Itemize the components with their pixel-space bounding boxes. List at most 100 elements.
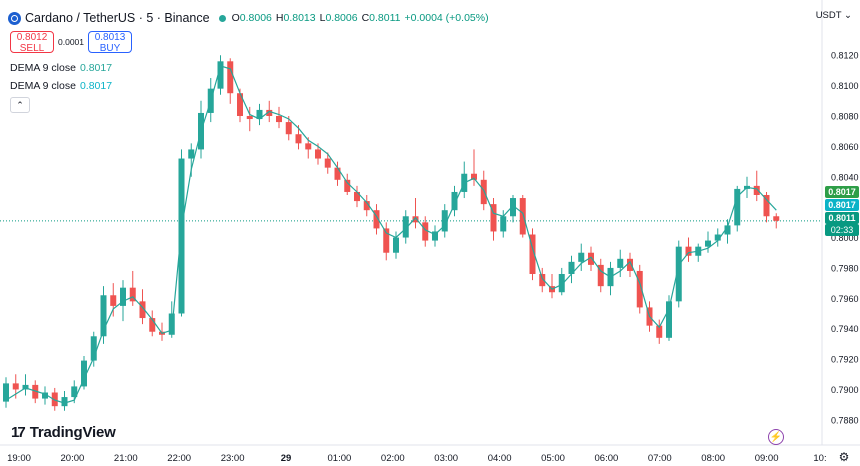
time-tick-label: 01:00: [328, 453, 352, 464]
indicator-legend-dema-1[interactable]: DEMA 9 close 0.8017: [10, 62, 112, 74]
candle-body: [100, 295, 107, 337]
time-tick-label: 06:00: [595, 453, 619, 464]
candle-body: [90, 336, 97, 361]
candle-body: [246, 116, 253, 120]
candle-body: [412, 216, 419, 223]
chevron-down-icon: ⌄: [844, 10, 852, 21]
ohlc-open: O0.8006: [231, 12, 272, 24]
candle-body: [315, 149, 321, 159]
time-tick-label: 21:00: [114, 453, 138, 464]
time-tick-label: 02:00: [381, 453, 405, 464]
candle-body: [81, 360, 87, 387]
candle-body: [422, 222, 429, 241]
candle-body: [432, 231, 438, 241]
price-tick-label: 0.7880: [831, 415, 859, 425]
time-tick-label: 22:00: [167, 453, 191, 464]
candle-body: [149, 318, 156, 332]
time-tick-label: 23:00: [221, 453, 245, 464]
price-tick-label: 0.7940: [831, 324, 859, 334]
symbol-header: Cardano / TetherUS · 5 · Binance O0.8006…: [8, 10, 493, 26]
time-tick-label: 19:00: [7, 453, 31, 464]
collapse-legend-button[interactable]: ⌃: [10, 97, 30, 113]
candle-body: [675, 246, 682, 302]
time-tick-label: 05:00: [541, 453, 565, 464]
candle-body: [714, 234, 721, 241]
candle-body: [363, 201, 370, 211]
price-tick-label: 0.8040: [831, 172, 859, 182]
price-tick-label: 0.7900: [831, 385, 859, 395]
ohlc-low: L0.8006: [319, 12, 358, 24]
candle-body: [558, 274, 565, 293]
ohlc-high: H0.8013: [275, 12, 316, 24]
candle-body: [373, 210, 380, 229]
time-tick-label: 10:: [813, 453, 826, 464]
chevron-up-icon: ⌃: [16, 99, 24, 110]
price-tick-label: 0.8080: [831, 112, 859, 122]
candle-body: [42, 392, 48, 399]
market-status-dot: [218, 14, 226, 22]
candle-body: [12, 383, 19, 390]
price-tick-label: 0.8000: [831, 233, 859, 243]
candle-body: [471, 173, 477, 180]
last-price-tag: 0.8011: [825, 212, 859, 224]
buy-price: 0.8013: [94, 32, 126, 43]
time-tick-label: 09:00: [755, 453, 779, 464]
sell-label: SELL: [19, 42, 45, 54]
candle-body: [129, 287, 136, 302]
candle-body: [510, 198, 516, 217]
candle-body: [588, 252, 594, 265]
dema-line: [5, 65, 777, 404]
candle-body: [285, 122, 292, 135]
ohlc-change: +0.0004 (+0.05%): [404, 12, 489, 24]
candle-body: [305, 143, 312, 150]
lightning-icon[interactable]: ⚡: [768, 429, 784, 445]
candle-body: [237, 93, 243, 116]
trade-panel: 0.8012 SELL 0.0001 0.8013 BUY: [10, 31, 132, 53]
indicator-label: DEMA 9 close: [10, 80, 76, 92]
sell-price: 0.8012: [16, 32, 48, 43]
candle-body: [500, 216, 507, 232]
time-tick-label: 04:00: [488, 453, 512, 464]
candle-body: [763, 195, 770, 217]
candle-body: [539, 274, 546, 287]
candle-body: [636, 270, 643, 308]
spread-value: 0.0001: [58, 37, 84, 47]
time-tick-label: 20:00: [61, 453, 85, 464]
sell-button[interactable]: 0.8012 SELL: [10, 31, 54, 53]
candle-body: [402, 216, 409, 238]
candle-body: [441, 210, 448, 232]
candle-body: [139, 301, 146, 319]
candle-body: [32, 384, 39, 399]
candle-body: [383, 228, 390, 253]
indicator-legend-dema-2[interactable]: DEMA 9 close 0.8017: [10, 80, 112, 92]
candle-body: [519, 198, 526, 235]
price-tick-label: 0.8120: [831, 51, 859, 61]
candle-body: [3, 383, 9, 402]
candle-body: [597, 264, 604, 287]
candle-body: [71, 386, 78, 398]
currency-selector[interactable]: USDT ⌄: [815, 10, 852, 21]
candle-body: [656, 325, 663, 338]
price-tick-label: 0.7920: [831, 355, 859, 365]
dema2-price-tag: 0.8017: [825, 199, 859, 211]
price-tick-label: 0.7960: [831, 294, 859, 304]
candle-body: [354, 191, 360, 202]
candle-body: [295, 134, 302, 144]
pair-title[interactable]: Cardano / TetherUS · 5 · Binance: [25, 11, 210, 25]
candle-body: [724, 225, 731, 235]
time-tick-label: 08:00: [701, 453, 725, 464]
candle-body: [51, 392, 58, 407]
tradingview-logo[interactable]: 17 TradingView: [11, 424, 116, 441]
buy-button[interactable]: 0.8013 BUY: [88, 31, 132, 53]
candle-body: [734, 188, 741, 226]
buy-label: BUY: [99, 42, 121, 54]
candle-body: [276, 116, 282, 123]
candle-body: [217, 61, 224, 89]
candle-body: [617, 258, 624, 268]
settings-gear-icon[interactable]: ⚙: [838, 450, 850, 464]
dema-price-tag: 0.8017: [825, 186, 859, 198]
candle-body: [168, 313, 175, 335]
candle-body: [753, 185, 760, 195]
candle-body: [393, 237, 399, 253]
